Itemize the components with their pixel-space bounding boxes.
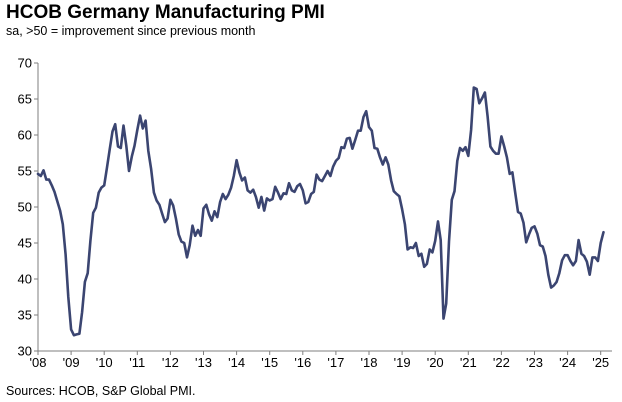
pmi-series-line	[36, 86, 605, 337]
x-tick-label: '24	[559, 355, 576, 370]
x-tick-label: '19	[394, 355, 411, 370]
y-tick-label: 55	[18, 164, 32, 179]
x-axis: '08 '09 '10 '11 '12 '13 '14 '15 '16 '17 '18 '19 '20 '…	[30, 350, 612, 370]
x-tick-label: '12	[162, 355, 179, 370]
y-tick-label: 70	[18, 56, 32, 71]
y-tick-label: 65	[18, 92, 32, 107]
x-tick-label: '18	[361, 355, 378, 370]
y-tick-label: 50	[18, 200, 32, 215]
x-tick-label: '13	[195, 355, 212, 370]
x-tick-label: '10	[96, 355, 113, 370]
series-layer	[36, 86, 605, 337]
x-tick-label: '17	[327, 355, 344, 370]
x-tick-label: '08	[30, 355, 47, 370]
x-tick-label: '20	[427, 355, 444, 370]
x-tick-label: '22	[493, 355, 510, 370]
y-tick-label: 45	[18, 236, 32, 251]
x-tick-label: '25	[592, 355, 609, 370]
y-tick-label: 60	[18, 128, 32, 143]
x-tick-label: '16	[294, 355, 311, 370]
x-tick-label: '09	[63, 355, 80, 370]
x-tick-label: '15	[261, 355, 278, 370]
x-tick-label: '23	[526, 355, 543, 370]
y-tick-label: 35	[18, 308, 32, 323]
y-axis: 30 35 40 45 50 55 60 65 70	[18, 56, 39, 359]
y-tick-label: 30	[18, 344, 32, 359]
x-tick-label: '11	[129, 355, 145, 370]
source-note: Sources: HCOB, S&P Global PMI.	[6, 384, 196, 398]
x-tick-label: '14	[228, 355, 245, 370]
y-tick-label: 40	[18, 272, 32, 287]
chart-subtitle: sa, >50 = improvement since previous mon…	[6, 24, 256, 38]
x-tick-label: '21	[460, 355, 477, 370]
chart-title: HCOB Germany Manufacturing PMI	[6, 2, 325, 23]
